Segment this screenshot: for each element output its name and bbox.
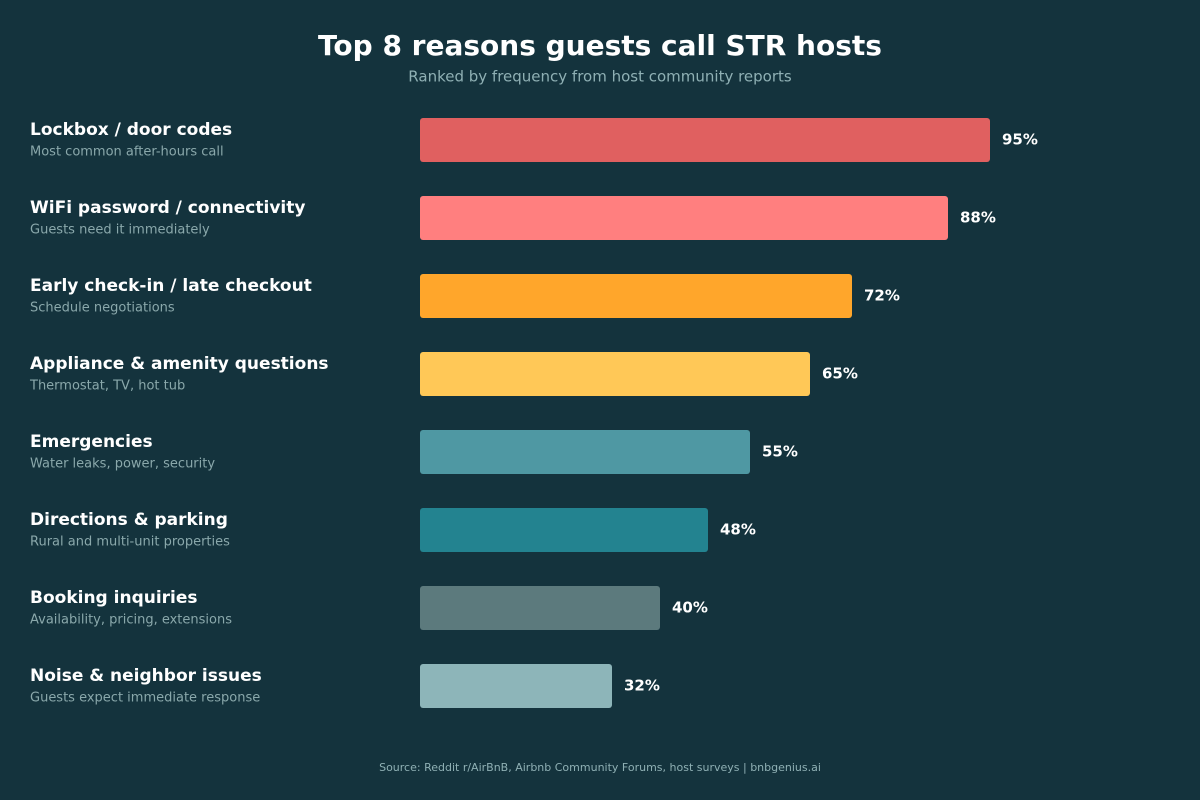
value-label: 65% (822, 365, 858, 383)
category-label: Directions & parking (30, 510, 228, 530)
category-label: WiFi password / connectivity (30, 198, 305, 218)
bar (420, 430, 750, 474)
category-label: Noise & neighbor issues (30, 666, 262, 686)
value-label: 72% (864, 287, 900, 305)
bar (420, 118, 990, 162)
category-description: Rural and multi-unit properties (30, 535, 230, 550)
category-label: Appliance & amenity questions (30, 354, 329, 374)
chart-title: Top 8 reasons guests call STR hosts (318, 29, 882, 62)
category-description: Availability, pricing, extensions (30, 613, 232, 628)
category-description: Guests expect immediate response (30, 691, 260, 706)
category-description: Most common after-hours call (30, 145, 224, 160)
category-label: Emergencies (30, 432, 153, 452)
bar (420, 352, 810, 396)
category-description: Water leaks, power, security (30, 457, 215, 472)
value-label: 32% (624, 677, 660, 695)
value-label: 40% (672, 599, 708, 617)
source-note: Source: Reddit r/AirBnB, Airbnb Communit… (379, 761, 821, 774)
category-label: Lockbox / door codes (30, 120, 232, 140)
category-label: Booking inquiries (30, 588, 198, 608)
value-label: 48% (720, 521, 756, 539)
category-description: Guests need it immediately (30, 223, 210, 238)
category-description: Thermostat, TV, hot tub (29, 379, 185, 394)
chart-subtitle: Ranked by frequency from host community … (408, 68, 792, 86)
bar (420, 586, 660, 630)
category-description: Schedule negotiations (30, 301, 175, 316)
category-label: Early check-in / late checkout (30, 276, 312, 296)
bar (420, 274, 852, 318)
bar (420, 664, 612, 708)
value-label: 95% (1002, 131, 1038, 149)
bar (420, 196, 948, 240)
value-label: 55% (762, 443, 798, 461)
bar (420, 508, 708, 552)
value-label: 88% (960, 209, 996, 227)
